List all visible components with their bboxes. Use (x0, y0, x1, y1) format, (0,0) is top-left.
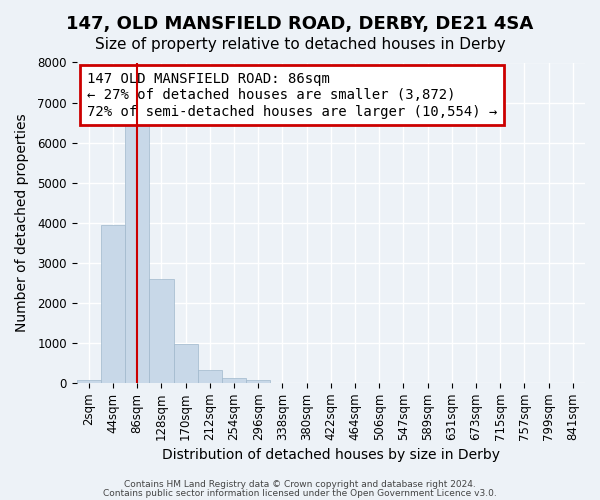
Bar (101, 224, 125, 383)
Bar (77, 380, 101, 383)
Bar (125, 118, 149, 383)
Text: 147, OLD MANSFIELD ROAD, DERBY, DE21 4SA: 147, OLD MANSFIELD ROAD, DERBY, DE21 4SA (67, 15, 533, 33)
Text: Contains public sector information licensed under the Open Government Licence v3: Contains public sector information licen… (103, 488, 497, 498)
Bar (222, 378, 246, 383)
Y-axis label: Number of detached properties: Number of detached properties (15, 114, 29, 332)
Bar (246, 380, 271, 383)
Bar (173, 344, 198, 383)
X-axis label: Distribution of detached houses by size in Derby: Distribution of detached houses by size … (162, 448, 500, 462)
Text: Contains HM Land Registry data © Crown copyright and database right 2024.: Contains HM Land Registry data © Crown c… (124, 480, 476, 489)
Text: 147 OLD MANSFIELD ROAD: 86sqm
← 27% of detached houses are smaller (3,872)
72% o: 147 OLD MANSFIELD ROAD: 86sqm ← 27% of d… (87, 72, 497, 118)
Text: Size of property relative to detached houses in Derby: Size of property relative to detached ho… (95, 38, 505, 52)
Bar (198, 370, 222, 383)
Bar (149, 278, 173, 383)
